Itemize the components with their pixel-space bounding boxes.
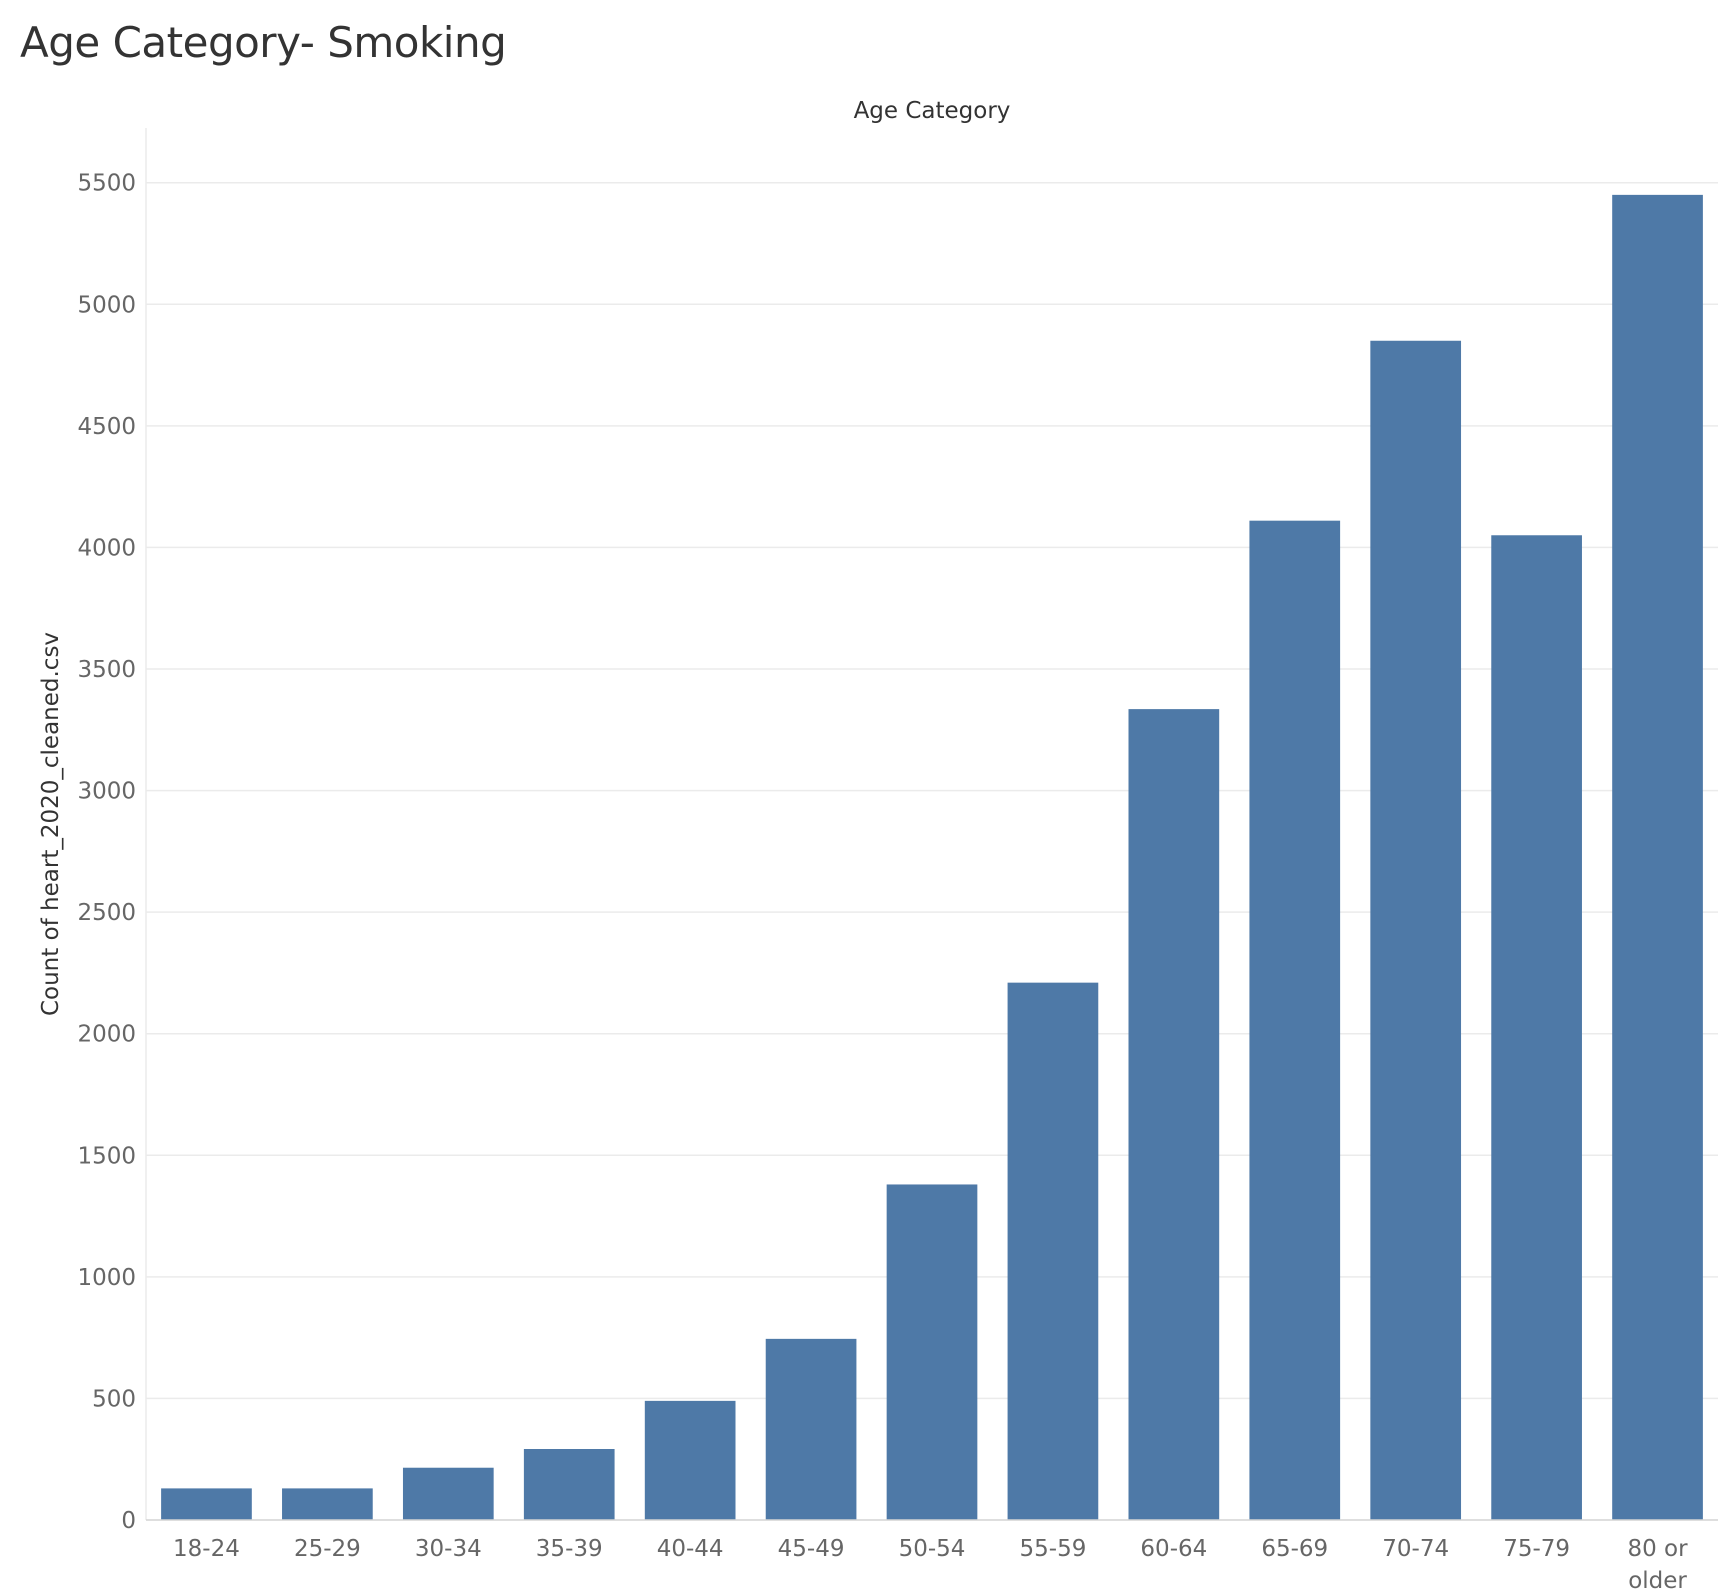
x-tick-label: 60-64 [1140,1536,1207,1562]
x-tick-label: 30-34 [415,1536,482,1562]
y-tick-label: 1000 [77,1265,136,1291]
y-tick-label: 2000 [77,1022,136,1048]
y-tick-label: 5000 [77,292,136,318]
column-header: Age Category [854,98,1011,124]
y-tick-label: 2500 [77,900,136,926]
bar[interactable] [402,1467,494,1520]
y-tick-label: 4000 [77,535,136,561]
x-tick-label: 18-24 [173,1536,240,1562]
bar[interactable] [1370,340,1462,1520]
x-tick-label: 55-59 [1020,1536,1087,1562]
y-tick-label: 3500 [77,657,136,683]
x-tick-label: 65-69 [1261,1536,1328,1562]
y-tick-label: 1500 [77,1143,136,1169]
bar[interactable] [765,1338,857,1520]
bar[interactable] [161,1488,252,1520]
y-tick-label: 0 [121,1508,136,1534]
y-tick-label: 4500 [77,414,136,440]
chart-title: Age Category- Smoking [20,18,507,67]
x-tick-label: 70-74 [1382,1536,1449,1562]
x-tick-label: 50-54 [899,1536,966,1562]
bar[interactable] [1491,535,1582,1520]
y-axis-ticks: 0 500 1000 1500 2000 2500 3000 3500 4000 4500 5000… [77,171,136,1534]
x-axis-ticks: 18-24 25-29 30-34 35-39 40-44 45-49 50-54 55-59… [173,1536,1688,1594]
y-tick-label: 5500 [77,171,136,197]
y-tick-label: 3000 [77,779,136,805]
x-tick-label: 45-49 [778,1536,845,1562]
y-tick-label: 500 [92,1386,136,1412]
bar[interactable] [886,1184,978,1520]
bar[interactable] [523,1449,615,1520]
bar[interactable] [644,1400,736,1520]
x-tick-label: 40-44 [657,1536,724,1562]
y-axis-title: Count of heart_2020_cleaned.csv [38,632,64,1016]
bar[interactable] [1128,709,1220,1520]
x-tick-label: 75-79 [1503,1536,1570,1562]
bar[interactable] [282,1488,373,1520]
x-tick-label: 80 or older [1627,1536,1688,1594]
bar[interactable] [1249,520,1341,1520]
bar[interactable] [1612,194,1703,1520]
x-tick-label: 25-29 [294,1536,361,1562]
bar[interactable] [1007,982,1099,1520]
bars [161,194,1703,1520]
x-tick-label: 35-39 [536,1536,603,1562]
axes [145,128,1718,1521]
